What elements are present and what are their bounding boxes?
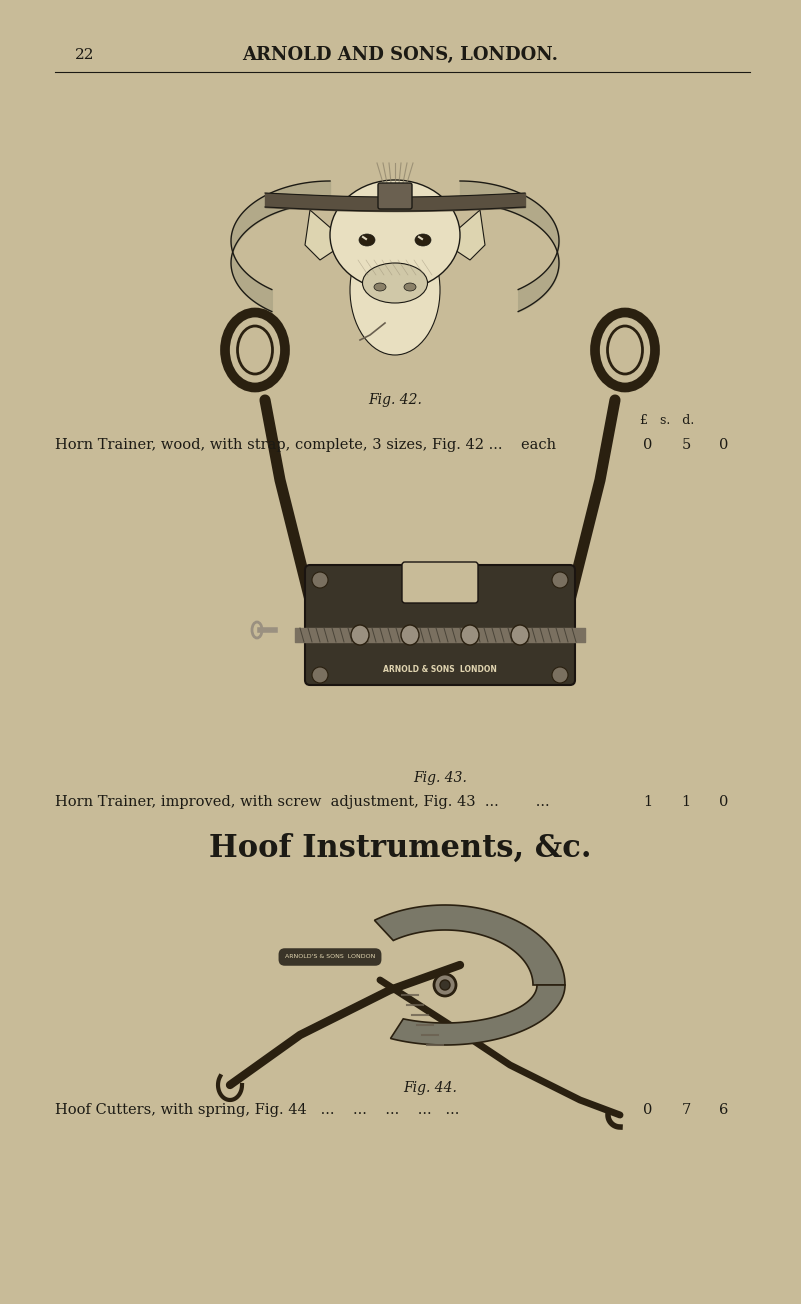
Ellipse shape: [363, 263, 428, 303]
FancyBboxPatch shape: [402, 562, 478, 602]
Text: 0: 0: [719, 438, 729, 452]
Circle shape: [312, 668, 328, 683]
Text: Hoof Instruments, &c.: Hoof Instruments, &c.: [209, 832, 591, 863]
Text: ARNOLD AND SONS, LONDON.: ARNOLD AND SONS, LONDON.: [242, 46, 558, 64]
Text: ARNOLD'S & SONS  LONDON: ARNOLD'S & SONS LONDON: [285, 955, 375, 960]
FancyBboxPatch shape: [378, 183, 412, 209]
Text: 1: 1: [643, 795, 653, 808]
Text: Hoof Cutters, with spring, Fig. 44   ...    ...    ...    ...   ...: Hoof Cutters, with spring, Fig. 44 ... .…: [55, 1103, 460, 1118]
Text: Fig. 44.: Fig. 44.: [403, 1081, 457, 1095]
Text: Fig. 43.: Fig. 43.: [413, 771, 467, 785]
Ellipse shape: [359, 233, 375, 246]
Ellipse shape: [461, 625, 479, 645]
Text: 0: 0: [643, 438, 653, 452]
Ellipse shape: [401, 625, 419, 645]
Text: Fig. 42.: Fig. 42.: [368, 393, 422, 407]
Text: 0: 0: [719, 795, 729, 808]
Text: £   s.   d.: £ s. d.: [640, 413, 694, 426]
Polygon shape: [305, 210, 335, 259]
FancyBboxPatch shape: [305, 565, 575, 685]
Ellipse shape: [374, 283, 386, 291]
Ellipse shape: [511, 625, 529, 645]
Ellipse shape: [607, 326, 642, 374]
Ellipse shape: [225, 313, 285, 387]
Ellipse shape: [595, 313, 655, 387]
Ellipse shape: [434, 974, 456, 996]
Polygon shape: [455, 210, 485, 259]
Text: 5: 5: [682, 438, 690, 452]
Ellipse shape: [404, 283, 416, 291]
Text: Horn Trainer, wood, with strap, complete, 3 sizes, Fig. 42 ...    each: Horn Trainer, wood, with strap, complete…: [55, 438, 556, 452]
Text: Horn Trainer, improved, with screw  adjustment, Fig. 43  ...        ...: Horn Trainer, improved, with screw adjus…: [55, 795, 549, 808]
Circle shape: [440, 981, 450, 990]
Circle shape: [312, 572, 328, 588]
Text: ARNOLD & SONS  LONDON: ARNOLD & SONS LONDON: [383, 665, 497, 674]
Circle shape: [552, 572, 568, 588]
Polygon shape: [391, 985, 565, 1045]
Text: 22: 22: [75, 48, 95, 63]
Text: 0: 0: [643, 1103, 653, 1118]
Polygon shape: [374, 905, 565, 985]
Text: 6: 6: [719, 1103, 729, 1118]
Ellipse shape: [351, 625, 369, 645]
Ellipse shape: [330, 180, 460, 289]
Ellipse shape: [238, 326, 272, 374]
Text: 1: 1: [682, 795, 690, 808]
Ellipse shape: [350, 226, 440, 355]
Text: 7: 7: [682, 1103, 690, 1118]
Ellipse shape: [415, 233, 431, 246]
Circle shape: [552, 668, 568, 683]
